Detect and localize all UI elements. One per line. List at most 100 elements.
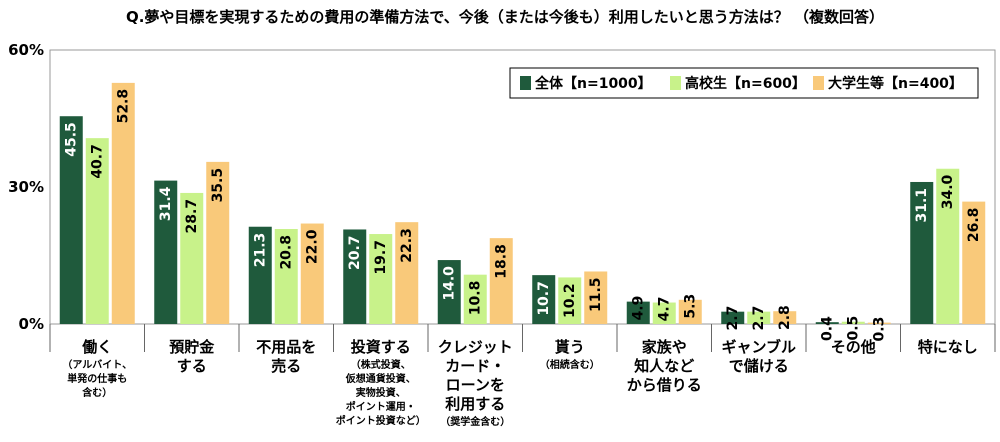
data-label: 10.8	[467, 281, 483, 316]
data-label: 4.9	[630, 296, 646, 321]
bar	[437, 260, 461, 324]
category-sublabel: 含む）	[82, 386, 112, 399]
data-label: 2.7	[725, 306, 741, 331]
bar	[626, 301, 650, 324]
category-sublabel: （アルバイト、	[62, 358, 132, 371]
bar	[584, 271, 608, 324]
data-label: 0.4	[819, 316, 835, 341]
data-label: 14.0	[441, 266, 457, 301]
bar	[489, 238, 513, 324]
legend-swatch	[813, 76, 824, 90]
data-label: 20.7	[347, 235, 363, 270]
data-label: 34.0	[940, 174, 956, 209]
y-tick-label: 30%	[8, 178, 44, 196]
data-label: 5.3	[682, 294, 698, 319]
data-label: 52.8	[115, 89, 131, 124]
category-label: その他	[831, 338, 876, 356]
category-sublabel: （株式投資、	[351, 358, 411, 371]
data-label: 11.5	[588, 277, 604, 312]
bar	[773, 311, 797, 324]
bar	[154, 180, 178, 324]
bar	[747, 311, 771, 324]
category-label: ギャンブル	[721, 338, 796, 356]
data-label: 22.0	[304, 229, 320, 264]
bar	[59, 116, 83, 324]
category-sublabel: ポイント投資など）	[336, 414, 426, 427]
plot-area: 60% 30% 0% 45.5 31.4 21.3 20.7 14.0 10.7 4.9 2.7 0.…	[8, 41, 996, 428]
bar	[300, 223, 324, 324]
category-label: ローンを	[446, 376, 505, 394]
data-label: 35.5	[210, 168, 226, 203]
category-sublabel: （相続含む）	[540, 358, 600, 371]
bar	[395, 222, 419, 324]
category-label: 売る	[271, 357, 301, 375]
bar	[962, 201, 986, 324]
category-label: 不用品を	[256, 338, 316, 356]
bar	[463, 274, 487, 324]
legend-label: 全体【n=1000】	[534, 75, 652, 92]
bar	[841, 321, 865, 324]
bar	[248, 226, 272, 324]
bar	[678, 299, 702, 324]
category-label: 知人など	[634, 357, 694, 375]
data-label: 18.8	[493, 244, 509, 279]
category-sublabel: 単発の仕事も	[67, 372, 127, 385]
data-label: 21.3	[252, 233, 268, 268]
category-label: カード・	[445, 357, 505, 375]
category-label: 家族や	[642, 338, 687, 356]
category-sublabel: 実物投資、	[356, 386, 406, 399]
category-label: で儲ける	[729, 357, 789, 375]
data-label: 20.8	[278, 235, 294, 270]
data-label: 2.7	[751, 306, 767, 331]
legend: 全体【n=1000】 高校生【n=600】 大学生等【n=400】	[509, 67, 979, 99]
data-label: 26.8	[966, 208, 982, 243]
legend-label: 高校生【n=600】	[685, 75, 806, 92]
category-label: 働く	[81, 338, 112, 356]
category-label: 特になし	[918, 338, 978, 356]
bar	[111, 82, 135, 324]
chart-title: Q.夢や目標を実現するための費用の準備方法で、今後（または今後も）利用したいと思…	[126, 8, 884, 26]
bar	[85, 138, 109, 324]
category-sublabel: ポイント運用・	[346, 400, 416, 413]
category-label: クレジット	[438, 338, 513, 356]
bar	[369, 234, 393, 324]
bar	[867, 322, 891, 324]
data-label: 40.7	[89, 144, 105, 179]
bar	[532, 275, 556, 324]
data-label: 22.3	[399, 228, 415, 263]
data-label: 10.7	[536, 281, 552, 316]
y-tick-label: 60%	[8, 41, 44, 59]
category-label: 投資する	[351, 338, 411, 356]
y-tick-label: 0%	[19, 315, 44, 333]
bar	[274, 229, 298, 324]
data-label: 2.8	[777, 305, 793, 330]
category-label: 預貯金	[169, 338, 215, 356]
bar	[936, 168, 960, 324]
category-sublabel: （奨学金含む）	[440, 415, 510, 428]
legend-box	[509, 67, 979, 99]
category-label: 利用する	[445, 395, 505, 413]
data-label: 31.4	[158, 186, 174, 221]
legend-swatch	[670, 76, 681, 90]
category-label: から借りる	[627, 376, 702, 394]
bar	[815, 322, 839, 324]
bar	[652, 302, 676, 324]
bar	[343, 229, 367, 324]
data-label: 4.7	[656, 297, 672, 322]
bar	[558, 277, 582, 324]
bar	[206, 161, 230, 324]
data-label: 31.1	[914, 188, 930, 223]
data-label: 0.3	[871, 317, 887, 342]
bar	[910, 181, 934, 324]
data-label: 19.7	[373, 240, 389, 275]
legend-label: 大学生等【n=400】	[828, 75, 963, 92]
bar	[721, 311, 745, 324]
legend-swatch	[520, 76, 531, 90]
data-label: 0.5	[845, 316, 861, 341]
data-label: 10.2	[562, 283, 578, 318]
bar	[180, 192, 204, 324]
data-label: 45.5	[63, 122, 79, 157]
category-label: 貰う	[555, 338, 585, 356]
category-sublabel: 仮想通貨投資、	[345, 372, 416, 385]
